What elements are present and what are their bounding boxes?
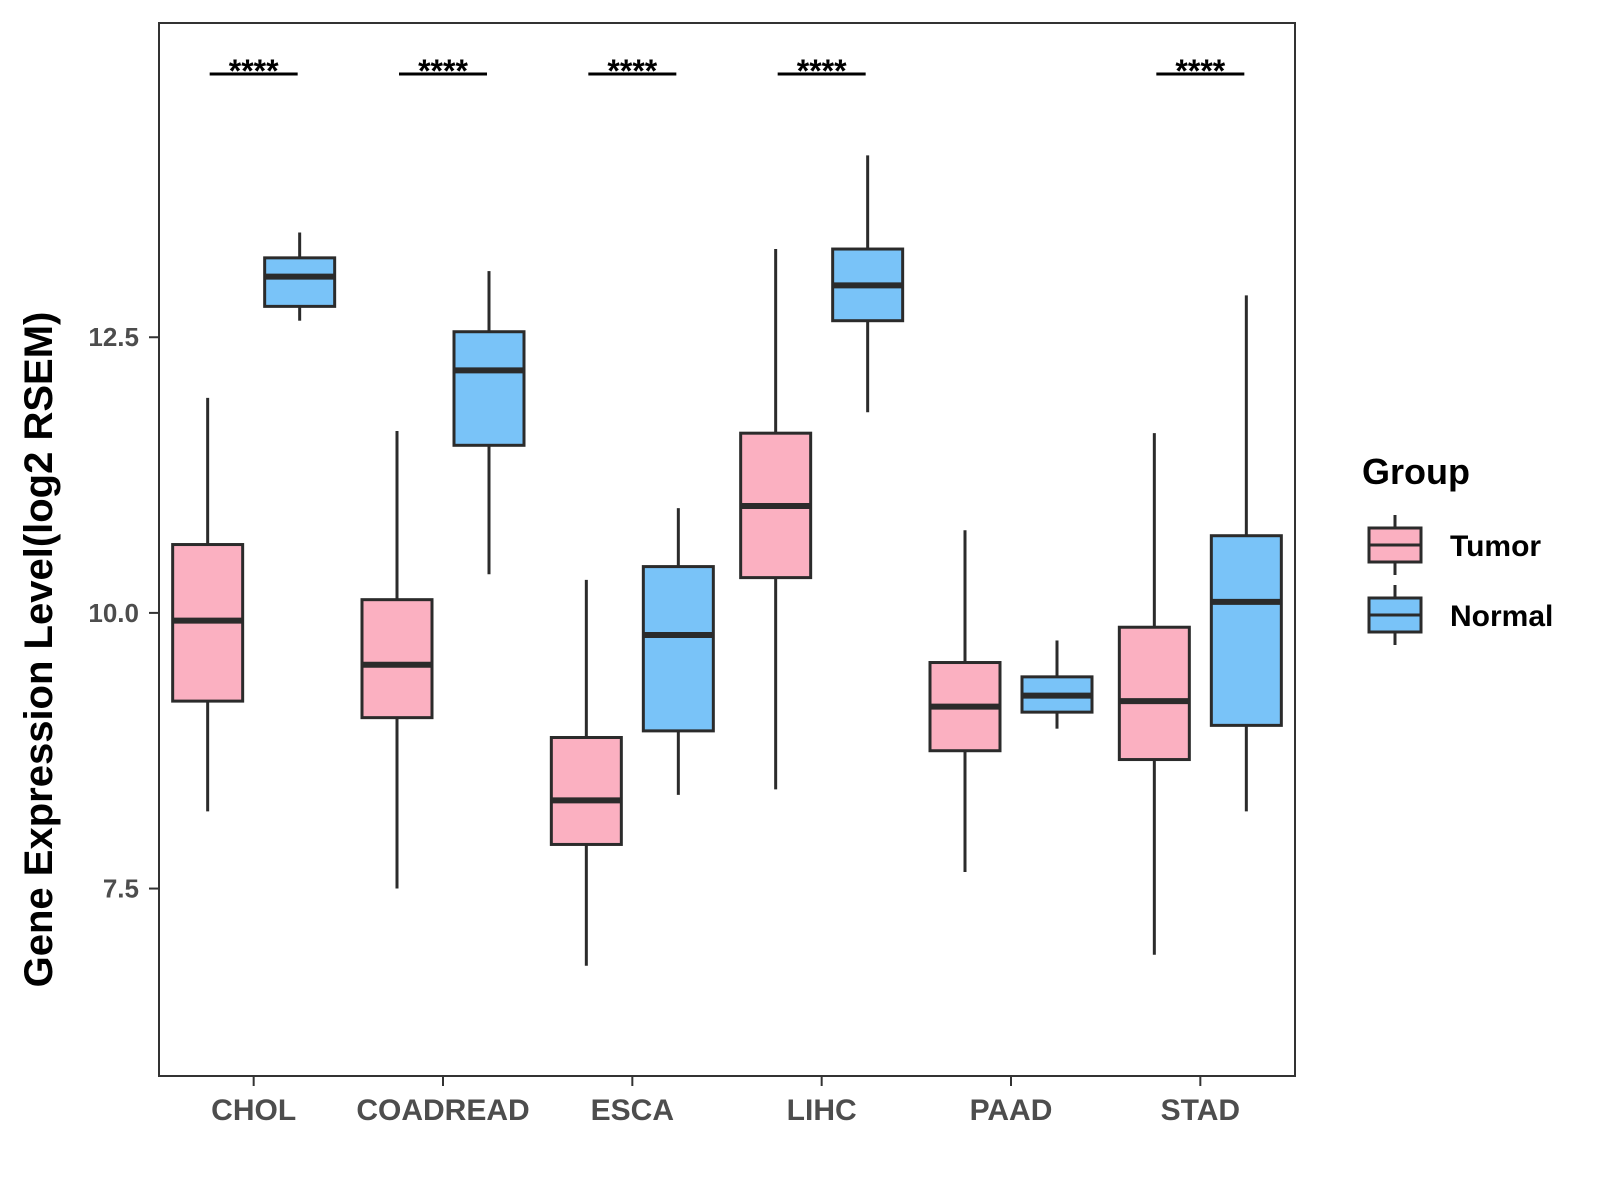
x-tick-label: LIHC — [787, 1094, 857, 1127]
legend: Group Tumor Normal — [1362, 451, 1553, 645]
legend-key-normal: Normal — [1367, 585, 1553, 645]
y-axis: 7.5 10.0 12.5 — [88, 322, 159, 904]
significance-label: **** — [1175, 53, 1225, 89]
y-tick-label: 12.5 — [88, 322, 139, 352]
plot-panel-border — [158, 22, 1296, 1077]
box-iqr — [452, 330, 526, 447]
legend-key-tumor: Tumor — [1367, 515, 1541, 575]
y-tick-label: 7.5 — [103, 874, 139, 904]
box-iqr — [360, 598, 434, 720]
significance-label: **** — [229, 53, 279, 89]
significance-label: **** — [797, 53, 847, 89]
box-normal-paad — [1020, 640, 1094, 729]
box-tumor-coadread — [360, 430, 434, 889]
significance-chol: **** — [209, 53, 298, 89]
significance-coadread: **** — [399, 53, 487, 89]
legend-label-tumor: Tumor — [1450, 530, 1541, 563]
box-iqr — [1209, 534, 1283, 727]
box-normal-coadread — [452, 271, 526, 575]
x-tick-label: PAAD — [970, 1094, 1053, 1127]
x-tick-label: STAD — [1161, 1094, 1240, 1127]
significance-lihc: **** — [777, 53, 866, 89]
significance-esca: **** — [588, 53, 677, 89]
legend-label-normal: Normal — [1450, 600, 1553, 633]
box-tumor-chol — [171, 397, 245, 812]
significance-label: **** — [418, 53, 468, 89]
x-tick-label: ESCA — [591, 1094, 674, 1127]
box-normal-stad — [1209, 295, 1283, 812]
box-normal-lihc — [831, 155, 905, 413]
significance-layer: **** **** **** **** **** — [209, 53, 1245, 89]
x-tick-label: COADREAD — [356, 1094, 529, 1127]
legend-title: Group — [1362, 451, 1470, 492]
box-tumor-paad — [928, 530, 1002, 873]
box-normal-esca — [641, 508, 715, 795]
box-tumor-stad — [1117, 433, 1191, 955]
y-tick-label: 10.0 — [88, 598, 139, 628]
box-iqr — [549, 735, 623, 846]
box-iqr — [641, 565, 715, 733]
x-tick-label: CHOL — [211, 1094, 296, 1127]
box-tumor-lihc — [739, 249, 813, 790]
y-axis-title: Gene Expression Level(log2 RSEM) — [17, 312, 61, 988]
box-iqr — [1117, 625, 1191, 762]
box-iqr — [263, 256, 337, 308]
box-normal-chol — [263, 232, 337, 321]
boxes-layer — [171, 155, 1283, 966]
x-axis: CHOL COADREAD ESCA LIHC PAAD STAD — [211, 1076, 1240, 1127]
significance-label: **** — [607, 53, 657, 89]
significance-stad: **** — [1156, 53, 1245, 89]
box-tumor-esca — [549, 579, 623, 966]
